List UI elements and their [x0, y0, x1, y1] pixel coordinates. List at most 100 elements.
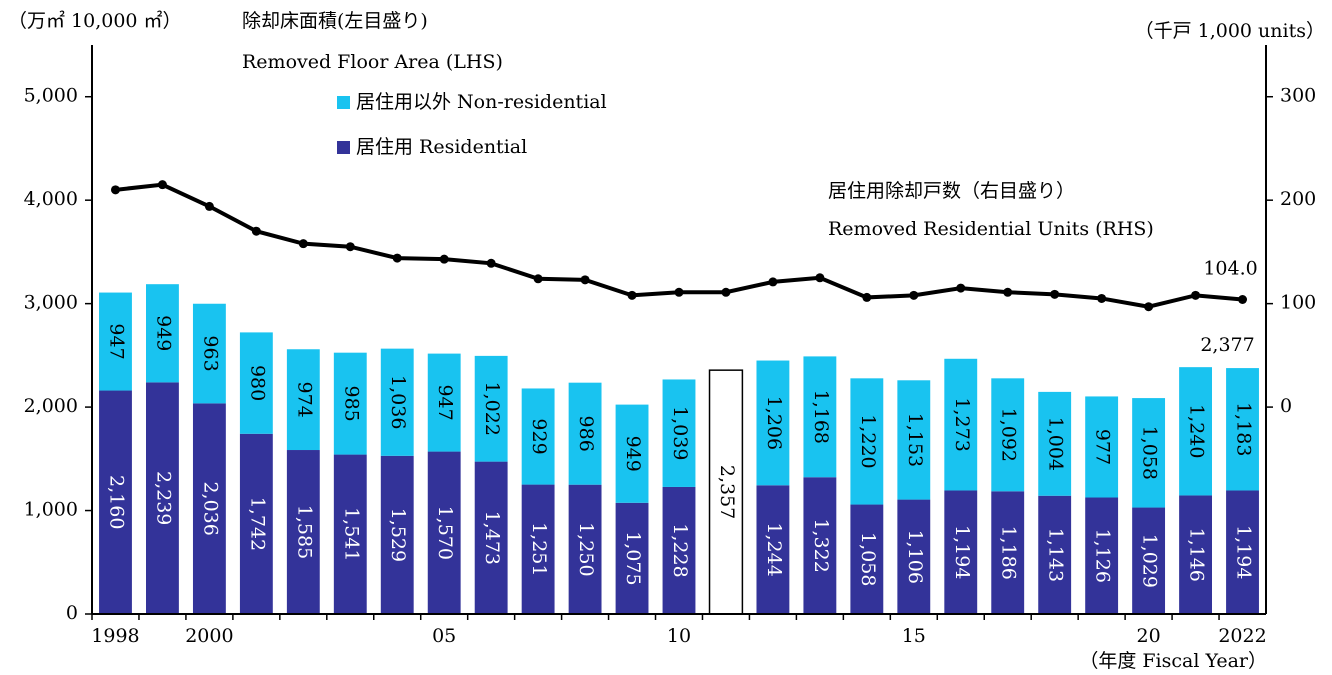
bar	[850, 504, 884, 614]
line-point	[439, 254, 449, 264]
bar-value-label: 977	[1092, 429, 1114, 465]
bar	[756, 485, 790, 614]
line-point	[486, 258, 496, 268]
bar	[521, 388, 555, 485]
bar	[615, 404, 649, 503]
bar	[944, 490, 978, 614]
bar	[521, 484, 555, 614]
line-point	[533, 274, 543, 284]
bar-value-label: 1,092	[998, 408, 1020, 462]
bar	[192, 403, 226, 614]
bar-value-label: 1,039	[669, 406, 691, 460]
bar-value-label: 1,183	[1233, 402, 1255, 456]
bar	[1132, 507, 1166, 614]
legend-swatch	[337, 96, 350, 109]
line-point	[674, 287, 684, 297]
bar	[99, 292, 132, 391]
bar-value-label: 947	[434, 384, 456, 420]
bar-value-label: 1,585	[293, 505, 315, 559]
line-label: Removed Residential Units (RHS)	[828, 218, 1154, 240]
x-tick-label: 1998	[91, 625, 139, 647]
bar-value-label: 1,168	[810, 390, 832, 444]
line-point	[1050, 289, 1060, 299]
bar-value-label: 1,022	[481, 382, 503, 436]
bar-value-label: 1,220	[857, 414, 879, 468]
bar-value-label: 1,186	[998, 525, 1020, 579]
line-point	[157, 180, 167, 190]
bar	[1226, 368, 1259, 491]
x-tick-label: 20	[1137, 625, 1161, 647]
y-tick-label: 3,000	[24, 292, 78, 314]
bar	[1038, 391, 1072, 496]
bar-value-label: 1,058	[857, 532, 879, 586]
bar-value-label: 949	[152, 315, 174, 351]
x-label: （年度 Fiscal Year）	[1079, 650, 1267, 672]
y2-tick-label: 0	[1280, 395, 1292, 417]
line-point	[251, 226, 261, 236]
bar	[991, 378, 1025, 492]
bar	[897, 380, 931, 500]
bar	[380, 455, 414, 614]
bar-value-label: 1,322	[810, 518, 832, 572]
bar-value-label: 1,206	[763, 396, 785, 450]
bar	[803, 356, 837, 478]
bar-value-label: 1,058	[1139, 426, 1161, 480]
bar	[380, 348, 414, 456]
bar-value-label: 1,126	[1092, 529, 1114, 583]
bar	[427, 353, 461, 452]
y-label: Removed Floor Area (LHS)	[242, 51, 503, 73]
line-point	[392, 253, 402, 263]
line-point	[627, 290, 637, 300]
line-point	[721, 287, 731, 297]
bar-value-label: 986	[575, 416, 597, 452]
legend-label: 居住用以外 Non-residential	[356, 91, 607, 113]
bar	[850, 378, 884, 505]
bar-value-label: 980	[246, 365, 268, 401]
bar	[474, 461, 508, 614]
bar-value-label: 1,029	[1139, 534, 1161, 588]
line-label: 居住用除却戸数（右目盛り）	[828, 180, 1075, 202]
line-point	[580, 275, 590, 285]
bar	[333, 352, 367, 455]
line-point	[956, 283, 966, 293]
bar-value-label: 1,146	[1186, 528, 1208, 582]
x-tick-label: 05	[432, 625, 456, 647]
line-point	[1144, 302, 1154, 312]
y-unit: （万㎡ 10,000 ㎡）	[8, 9, 182, 32]
line-point	[1238, 294, 1248, 304]
y-tick-label: 2,000	[24, 395, 78, 417]
bar-value-label: 985	[340, 385, 362, 421]
x-tick-label: 15	[902, 625, 926, 647]
bar	[239, 332, 273, 434]
bar-value-label: 1,273	[951, 397, 973, 451]
y-tick-label: 5,000	[24, 85, 78, 107]
x-tick-label: 10	[667, 625, 691, 647]
bar-value-label: 1,143	[1045, 528, 1067, 582]
bar-value-label: 929	[528, 418, 550, 454]
bar-value-label: 974	[293, 382, 315, 418]
bar	[568, 382, 602, 485]
bar	[803, 477, 837, 614]
total-label: 2,377	[1200, 334, 1254, 356]
line-point	[768, 277, 778, 287]
line-point	[862, 292, 872, 302]
bar	[897, 499, 931, 614]
bar-value-label: 1,036	[387, 375, 409, 429]
bar	[286, 349, 320, 451]
bar-value-label: 1,473	[481, 511, 503, 565]
bar-value-label: 1,250	[575, 522, 597, 576]
bar	[427, 451, 461, 614]
y-label: 除却床面積(左目盛り)	[242, 10, 428, 32]
bar	[756, 360, 790, 486]
bar	[1085, 396, 1119, 498]
y-tick-label: 0	[66, 602, 78, 624]
line-value-label: 104.0	[1203, 257, 1257, 279]
bar-value-label: 1,153	[904, 413, 926, 467]
line-point	[1097, 293, 1107, 303]
bar	[146, 284, 179, 383]
bar-value-label: 963	[199, 335, 221, 371]
y2-tick-label: 100	[1280, 292, 1316, 314]
bar	[662, 486, 696, 614]
line-point	[1003, 287, 1013, 297]
line-point	[1191, 290, 1201, 300]
